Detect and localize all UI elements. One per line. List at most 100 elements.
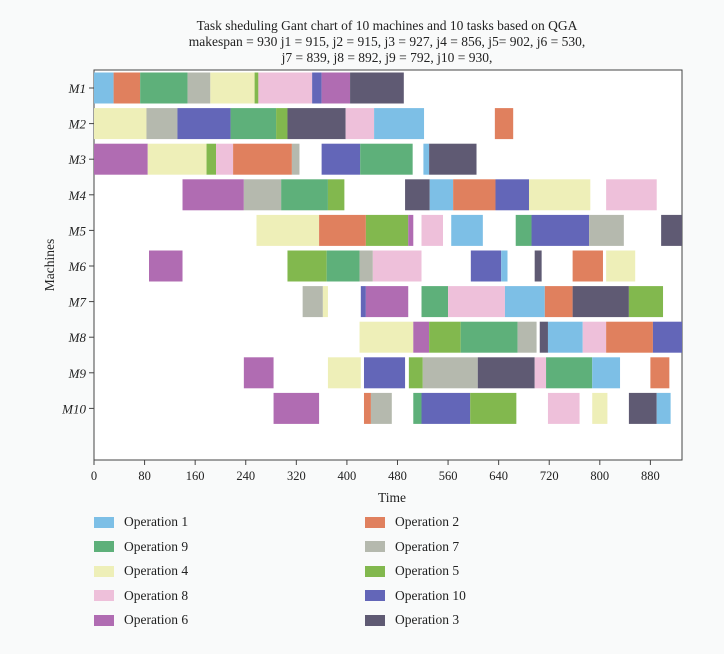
legend-label: Operation 1 xyxy=(124,514,189,529)
task-bar xyxy=(429,179,454,211)
legend-swatch xyxy=(365,590,385,601)
task-bar xyxy=(187,72,211,104)
legend-item: Operation 1 xyxy=(94,512,188,532)
task-bar xyxy=(216,143,234,175)
task-bar xyxy=(147,143,207,175)
task-bar xyxy=(421,392,471,424)
task-bar xyxy=(327,357,361,389)
task-bar xyxy=(273,392,320,424)
task-bar xyxy=(359,250,373,282)
task-bar xyxy=(233,143,292,175)
legend-label: Operation 8 xyxy=(124,587,189,603)
task-bar xyxy=(372,250,422,282)
legend-label: Operation 9 xyxy=(124,538,189,554)
task-bar xyxy=(546,357,593,389)
task-bar xyxy=(281,179,328,211)
task-bar xyxy=(177,108,231,140)
x-tick-label: 240 xyxy=(236,469,255,483)
task-bar xyxy=(374,108,425,140)
task-bar xyxy=(572,286,629,318)
x-tick-label: 880 xyxy=(641,469,660,483)
legend-item: Operation 4 xyxy=(94,561,188,581)
task-bar xyxy=(517,321,537,353)
task-bar xyxy=(146,108,178,140)
task-bar xyxy=(326,250,360,282)
task-bar xyxy=(515,214,532,246)
task-bar xyxy=(302,286,323,318)
task-bar xyxy=(470,250,502,282)
y-tick-label: M4 xyxy=(68,188,87,203)
task-bar xyxy=(650,357,670,389)
legend-label: Operation 2 xyxy=(395,514,460,529)
legend-label: Operation 6 xyxy=(124,612,189,627)
task-bar xyxy=(429,321,461,353)
x-tick-label: 480 xyxy=(388,469,407,483)
task-bar xyxy=(429,143,477,175)
task-bar xyxy=(628,392,657,424)
task-bar xyxy=(363,357,406,389)
task-bar xyxy=(149,250,183,282)
task-bar xyxy=(592,357,621,389)
y-tick-label: M3 xyxy=(68,152,87,167)
y-tick-label: M5 xyxy=(68,223,87,238)
task-bar xyxy=(345,108,375,140)
legend-label: Operation 7 xyxy=(395,538,460,554)
task-bar xyxy=(451,214,483,246)
task-bar xyxy=(534,250,542,282)
task-bar xyxy=(477,357,535,389)
legend-item: Operation 8 xyxy=(94,586,188,606)
task-bar xyxy=(494,108,514,140)
task-bar xyxy=(287,108,346,140)
task-bar xyxy=(360,286,366,318)
task-bar xyxy=(656,392,671,424)
task-bar xyxy=(322,286,328,318)
task-bar xyxy=(312,72,322,104)
legend-swatch xyxy=(94,590,114,601)
task-bar xyxy=(504,286,545,318)
legend-swatch xyxy=(94,614,114,626)
legend-swatch xyxy=(94,565,114,577)
task-bar xyxy=(544,286,573,318)
y-tick-label: M1 xyxy=(68,81,86,96)
task-bar xyxy=(470,392,517,424)
y-axis-label: Machines xyxy=(42,239,57,291)
legend-label: Operation 5 xyxy=(395,563,460,578)
y-tick-label: M9 xyxy=(68,366,87,381)
y-tick-label: M7 xyxy=(68,295,87,310)
legend-item: Operation 2 xyxy=(365,512,459,532)
x-tick-label: 400 xyxy=(338,469,357,483)
task-bar xyxy=(276,108,288,140)
legend-swatch xyxy=(365,614,385,626)
x-tick-label: 0 xyxy=(91,469,97,483)
task-bar xyxy=(460,321,518,353)
task-bar xyxy=(350,72,404,104)
task-bar xyxy=(365,214,409,246)
legend-swatch xyxy=(365,565,385,577)
x-tick-label: 160 xyxy=(186,469,205,483)
legend-item: Operation 5 xyxy=(365,561,459,581)
task-bar xyxy=(408,357,423,389)
task-bar xyxy=(321,143,361,175)
x-tick-label: 640 xyxy=(489,469,508,483)
legend-item: Operation 7 xyxy=(365,537,459,557)
task-bar xyxy=(258,72,313,104)
task-bar xyxy=(539,321,548,353)
task-bar xyxy=(360,143,413,175)
task-bar xyxy=(661,214,682,246)
x-tick-label: 800 xyxy=(590,469,609,483)
y-tick-label: M8 xyxy=(68,330,87,345)
task-bar xyxy=(606,179,657,211)
task-bar xyxy=(534,357,547,389)
y-tick-label: M2 xyxy=(68,117,87,132)
task-bar xyxy=(365,286,409,318)
chart-title-line-2: makespan = 930 j1 = 915, j2 = 915, j3 = … xyxy=(188,34,586,49)
legend-item: Operation 6 xyxy=(94,610,188,630)
task-bar xyxy=(256,214,320,246)
legend-item: Operation 3 xyxy=(365,610,459,630)
task-bar xyxy=(448,286,505,318)
task-bar xyxy=(528,179,591,211)
task-bar xyxy=(572,250,603,282)
chart-title-line-3: j7 = 839, j8 = 892, j9 = 792, j10 = 930, xyxy=(281,50,493,65)
x-tick-label: 320 xyxy=(287,469,306,483)
task-bar xyxy=(421,286,449,318)
